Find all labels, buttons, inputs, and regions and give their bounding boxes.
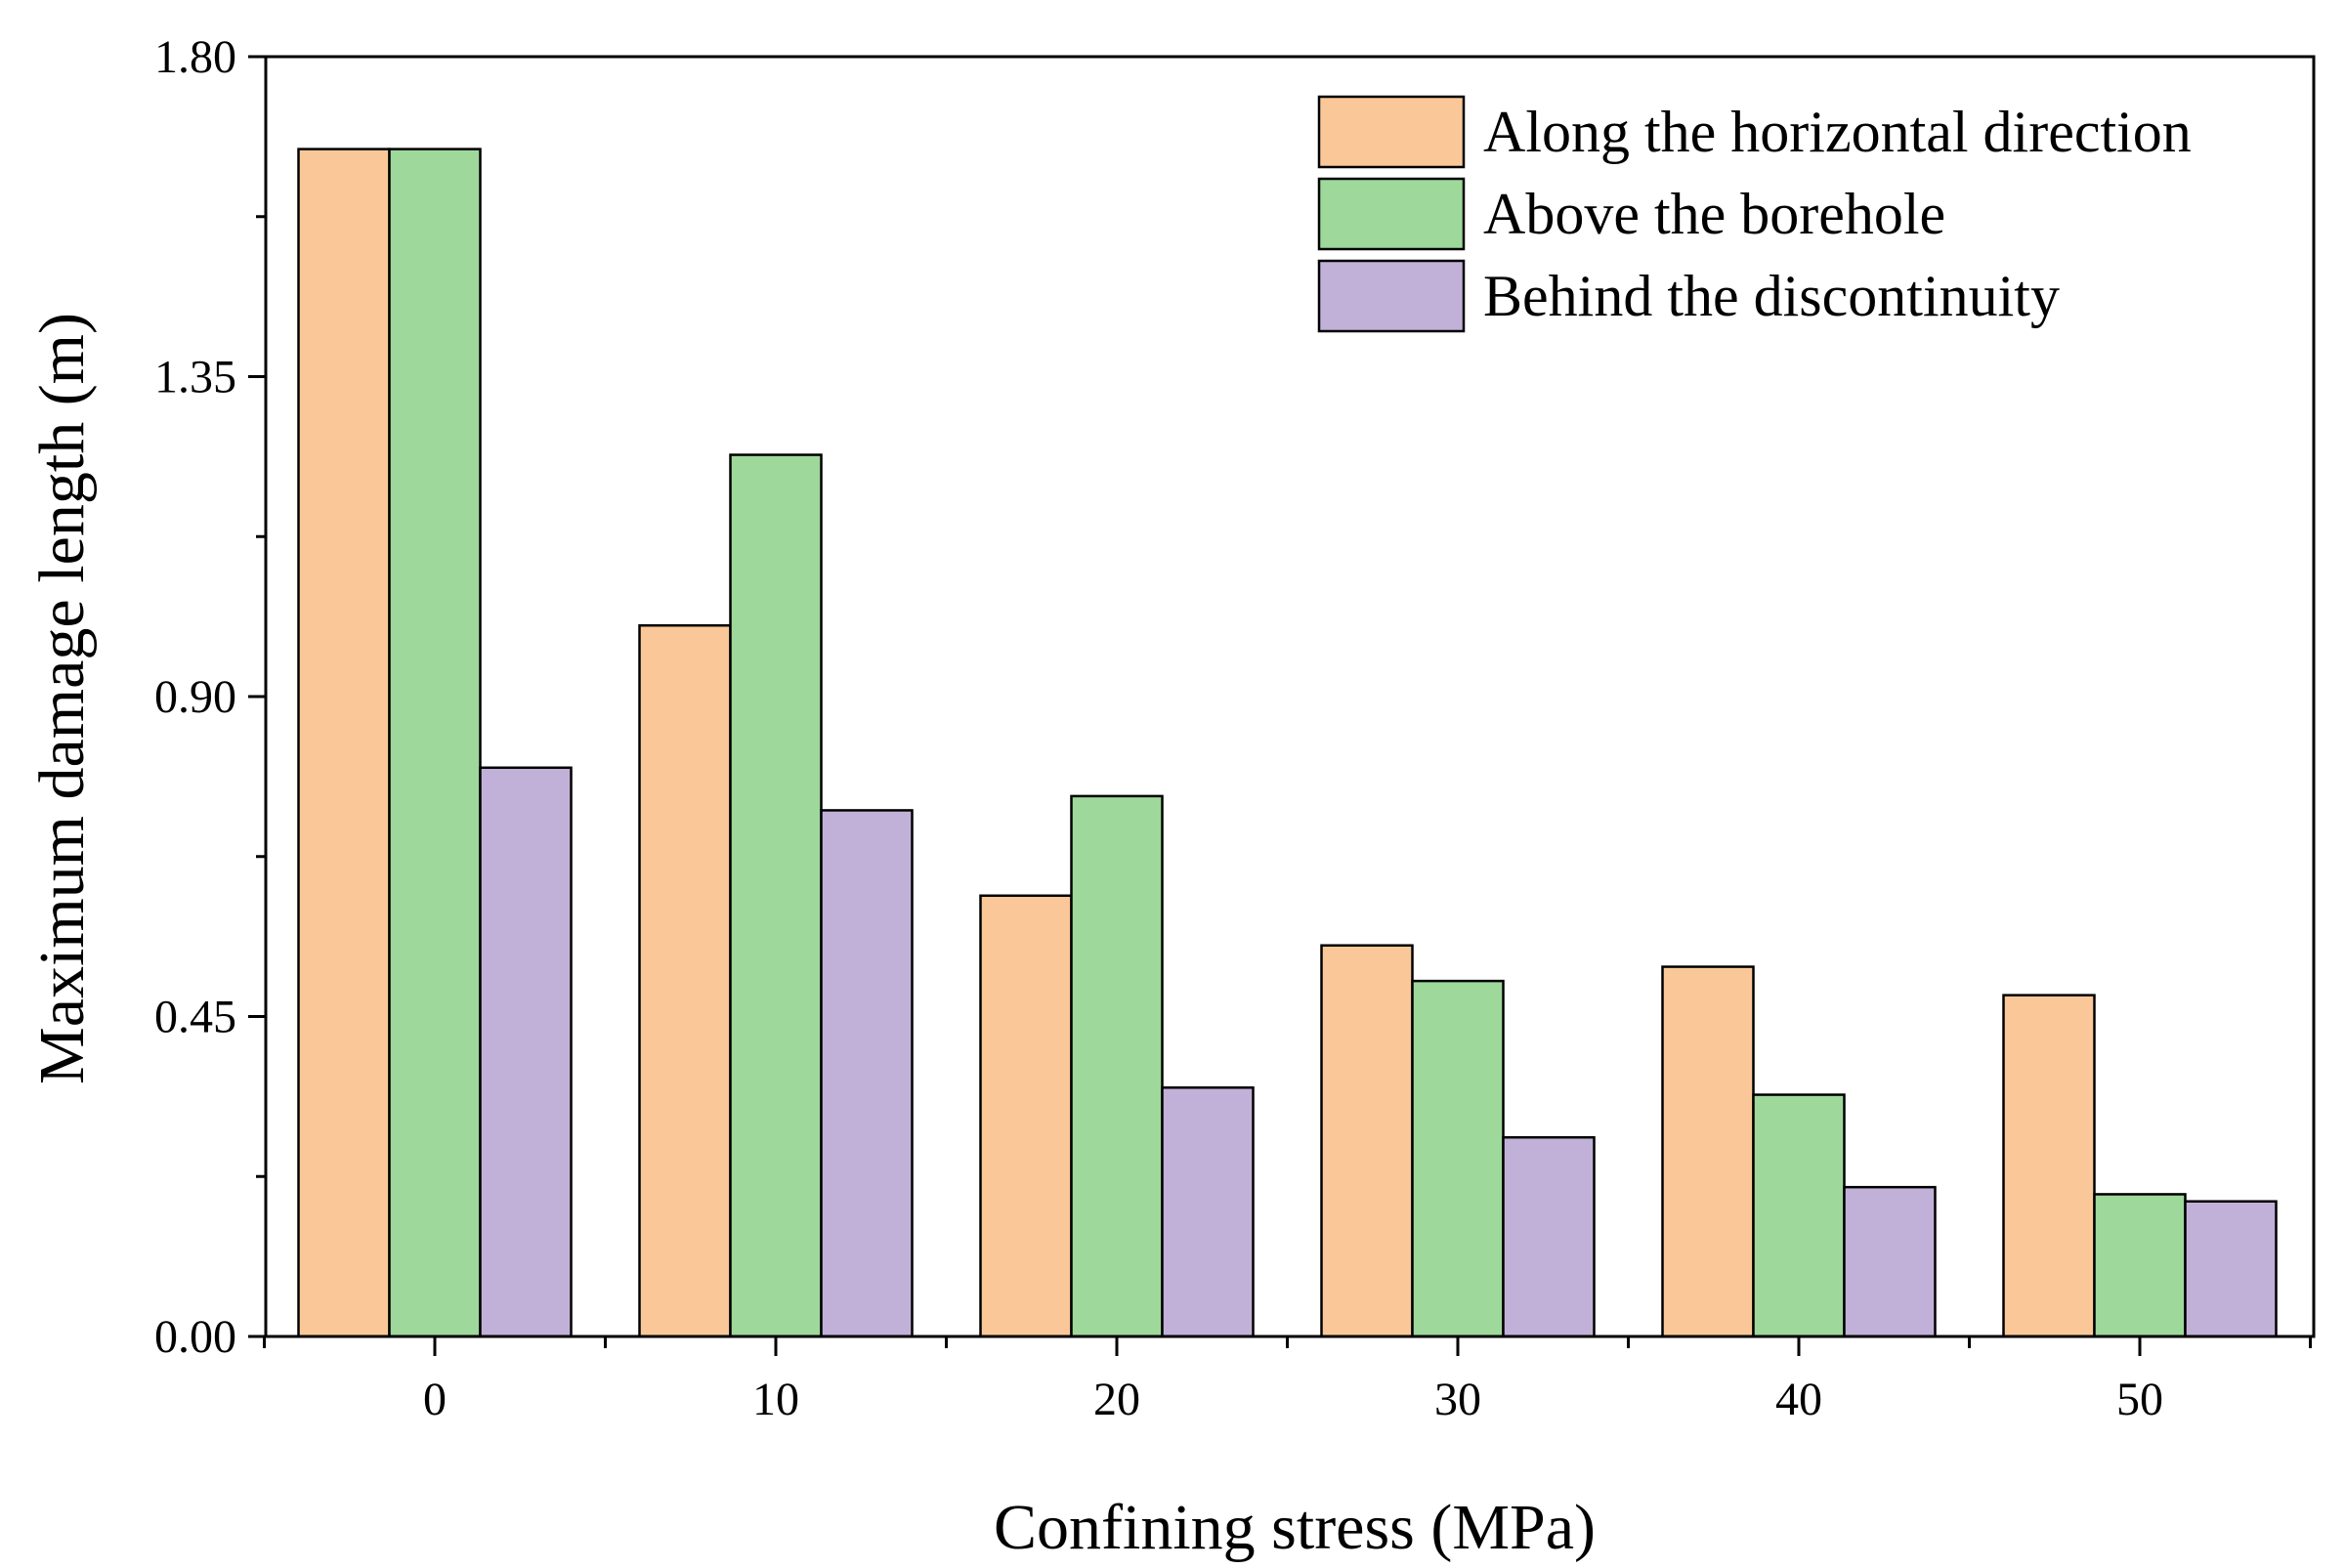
bar-1-cat-30 bbox=[1320, 944, 1414, 1338]
y-tick-label: 0.90 bbox=[154, 671, 236, 723]
bar-1-cat-20 bbox=[979, 894, 1073, 1338]
bar-3-cat-40 bbox=[1843, 1185, 1937, 1338]
legend-swatch-1 bbox=[1317, 95, 1466, 169]
x-tick-label: 0 bbox=[423, 1374, 447, 1425]
legend: Along the horizontal direction Above the … bbox=[1317, 95, 2192, 333]
legend-label-1: Along the horizontal direction bbox=[1483, 100, 2192, 164]
bar-1-cat-0 bbox=[297, 148, 391, 1338]
bar-3-cat-50 bbox=[2184, 1200, 2278, 1338]
bar-3-cat-30 bbox=[1502, 1135, 1596, 1338]
legend-label-3: Behind the discontinuity bbox=[1483, 264, 2060, 328]
x-tick-label: 30 bbox=[1434, 1374, 1481, 1425]
bar-1-cat-10 bbox=[638, 623, 732, 1338]
ticks-group: 0.00 0.45 0.90 1.35 1.80 0 10 20 30 40 50 bbox=[154, 31, 2312, 1425]
y-tick-label: 0.00 bbox=[154, 1311, 236, 1363]
bar-3-cat-0 bbox=[479, 766, 573, 1338]
bar-1-cat-40 bbox=[1661, 965, 1755, 1338]
bar-2-cat-50 bbox=[2093, 1193, 2187, 1338]
legend-swatch-3 bbox=[1317, 259, 1466, 333]
bar-1-cat-50 bbox=[2002, 994, 2096, 1338]
bar-3-cat-10 bbox=[820, 809, 914, 1338]
bar-2-cat-0 bbox=[388, 148, 482, 1338]
legend-swatch-2 bbox=[1317, 177, 1466, 251]
bar-2-cat-20 bbox=[1070, 794, 1164, 1338]
x-tick-label: 40 bbox=[1775, 1374, 1822, 1425]
y-tick-label: 1.80 bbox=[154, 31, 236, 83]
x-tick-label: 10 bbox=[752, 1374, 799, 1425]
bar-2-cat-40 bbox=[1752, 1093, 1846, 1338]
y-tick-label: 0.45 bbox=[154, 992, 236, 1043]
x-axis-title: Confining stress (MPa) bbox=[994, 1492, 1596, 1563]
bars-group bbox=[297, 148, 2278, 1338]
y-tick-label: 1.35 bbox=[154, 352, 236, 403]
legend-label-2: Above the borehole bbox=[1483, 182, 1945, 246]
x-tick-label: 50 bbox=[2116, 1374, 2163, 1425]
bar-2-cat-10 bbox=[729, 453, 823, 1338]
y-axis-title: Maximum damage length (m) bbox=[26, 313, 98, 1084]
x-tick-label: 20 bbox=[1093, 1374, 1140, 1425]
bar-3-cat-20 bbox=[1161, 1086, 1255, 1338]
bar-2-cat-30 bbox=[1411, 979, 1505, 1338]
